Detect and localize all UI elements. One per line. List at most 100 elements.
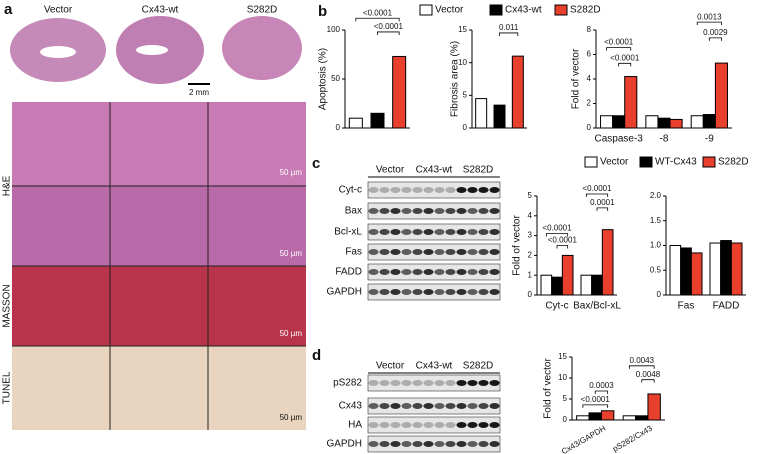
band [467,269,478,275]
bar [540,274,553,296]
band [445,289,456,295]
band [467,441,478,447]
scale-label: 2 mm [189,88,209,97]
band [412,229,423,235]
band [434,422,445,428]
bar [635,415,649,421]
x-tick-label: Bax/Bcl-xL [573,301,621,312]
band [379,441,390,447]
x-tick-label: pS282/Cx43 [611,423,654,453]
scale-label: 50 µm [280,413,303,422]
y-tick-label: 2 [587,99,592,108]
band [478,441,489,447]
band [412,380,423,386]
band [368,441,379,447]
y-tick-label: 15 [558,352,567,361]
band [489,380,500,386]
band [489,441,500,447]
x-tick-label: -8 [660,134,669,145]
p-value: 0.0043 [630,356,655,365]
band [445,441,456,447]
blot-strip [367,202,501,220]
band [379,403,390,409]
y-axis-label: Fibrosis area (%) [450,41,461,117]
band [478,208,489,214]
band [489,229,500,235]
bar [709,242,722,296]
legend-swatch [489,4,503,16]
band [456,269,467,275]
band [390,249,401,255]
bar [392,55,407,129]
p-value: <0.0001 [610,53,640,62]
band [445,380,456,386]
band [478,187,489,193]
band [434,187,445,193]
band [412,289,423,295]
band-label: Fas [345,247,362,258]
y-tick-label: 0.5 [650,265,662,274]
bar [600,410,615,421]
band [390,441,401,447]
band-label: Bax [345,206,362,217]
band [412,249,423,255]
significance-bracket [499,32,519,36]
band [467,403,478,409]
significance-bracket [594,390,609,395]
band [379,380,390,386]
bar [720,240,732,296]
bar [493,104,506,129]
band [401,403,412,409]
band [445,269,456,275]
band [390,208,401,214]
y-axis-label: Fold of vector [571,48,582,109]
band [489,187,500,193]
band [401,422,412,428]
y-tick-label: 5 [563,394,568,403]
blot-group: S282D [463,361,494,372]
y-tick-label: 1 [528,270,533,279]
y-tick-label: 6 [587,50,592,59]
band [478,380,489,386]
band [489,403,500,409]
group-label: Vector [44,5,73,16]
blot-strip [367,397,501,415]
panel-label: b [318,3,327,20]
band [445,187,456,193]
tunel-image [12,346,306,430]
band [434,229,445,235]
band [368,380,379,386]
band [368,229,379,235]
band [489,422,500,428]
p-value: <0.0001 [363,8,393,17]
group-label: Cx43-wt [142,5,179,16]
band [478,249,489,255]
significance-bracket [708,37,722,41]
band [390,229,401,235]
band [379,249,390,255]
legend-swatch [419,4,433,16]
y-tick-label: 0 [587,123,592,132]
bar [622,415,637,421]
p-value: 0.0001 [590,198,615,207]
panel-label: d [312,347,321,364]
grid-borders [12,102,306,430]
band [445,249,456,255]
p-value: 0.011 [499,23,519,32]
band [456,380,467,386]
stain-label: H&E [2,175,13,196]
band [467,229,478,235]
panel-label: a [4,1,13,18]
significance-bracket [618,62,632,67]
panel-label: c [312,155,320,172]
bar [612,115,626,129]
band [434,403,445,409]
bar [511,55,524,129]
band [467,249,478,255]
y-tick-label: 1.0 [650,241,662,250]
band [489,289,500,295]
band [401,187,412,193]
band [423,187,434,193]
bar [669,245,682,296]
